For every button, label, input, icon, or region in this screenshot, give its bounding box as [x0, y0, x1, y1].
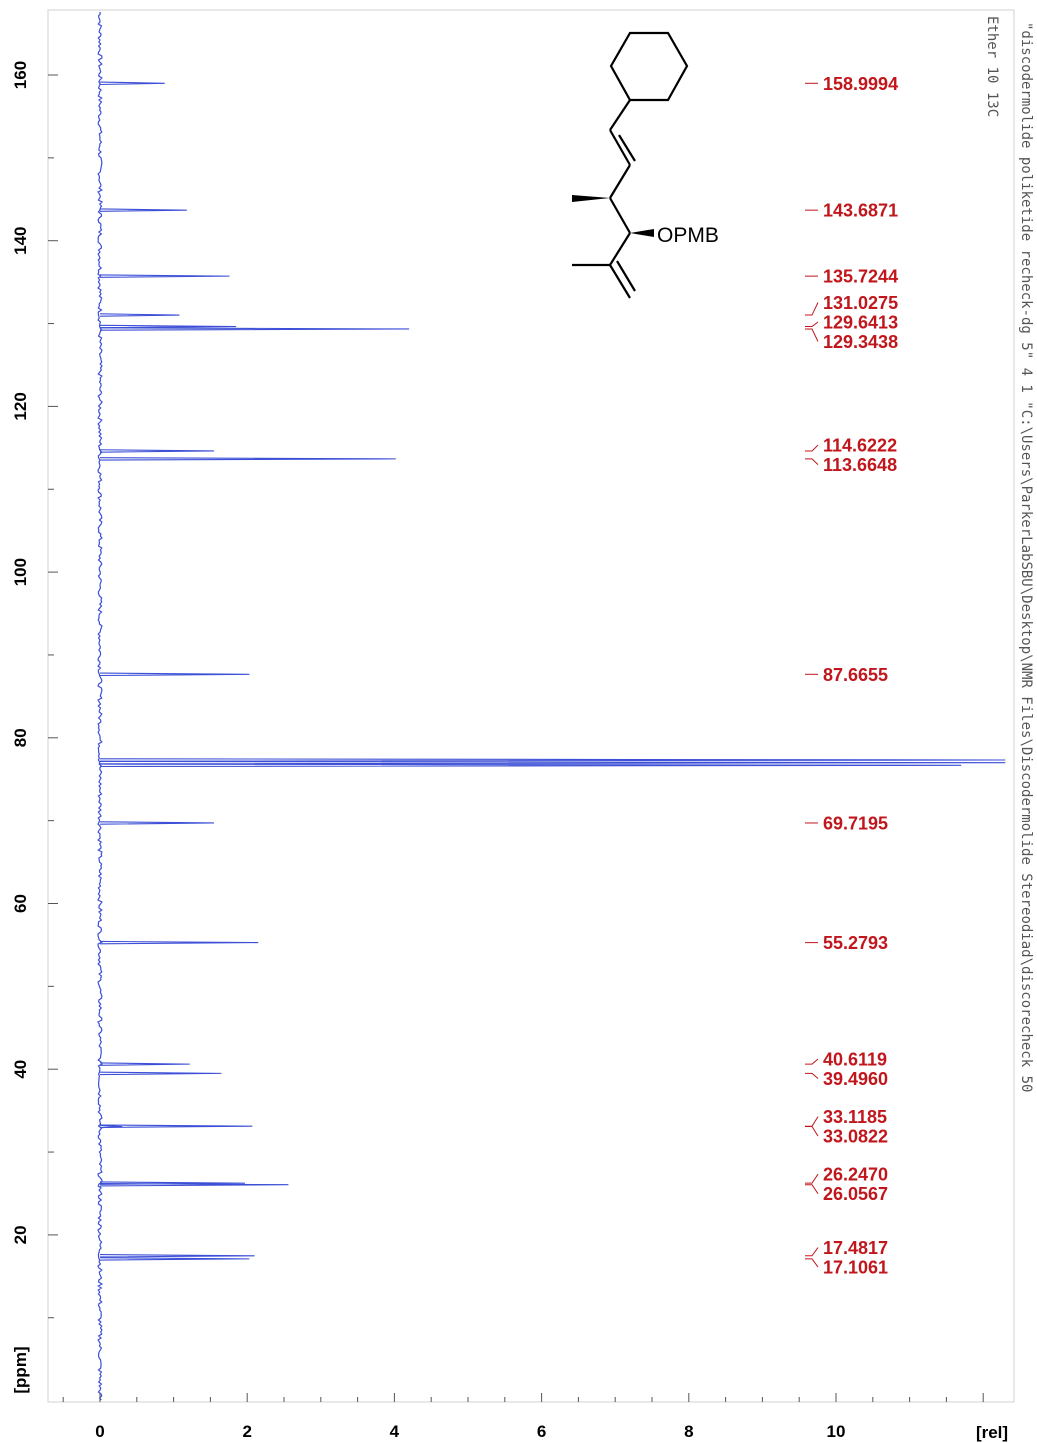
peak-label-leader — [805, 321, 819, 328]
peak-label: 87.6655 — [823, 665, 888, 685]
peak-label: 55.2793 — [823, 933, 888, 953]
spectrum-peak — [99, 1062, 190, 1066]
peak-label: 129.6413 — [823, 313, 898, 333]
peak-label-leader — [805, 1173, 819, 1184]
x-tick-label: 6 — [537, 1422, 546, 1441]
peak-label-leader — [805, 1058, 819, 1065]
peak-label-leader — [805, 1184, 819, 1194]
peak-label: 143.6871 — [823, 201, 898, 221]
peak-label: 33.0822 — [823, 1127, 888, 1147]
peak-label: 26.0567 — [823, 1184, 888, 1204]
alkene-bond-inner — [618, 134, 636, 162]
cyclohexane-ring — [609, 31, 689, 102]
peak-label: 39.4960 — [823, 1069, 888, 1089]
methylene-bond-inner — [616, 260, 636, 292]
peak-label: 135.7244 — [823, 267, 898, 287]
y-axis-label: [ppm] — [11, 1346, 30, 1393]
spectrum-peaks — [99, 81, 1006, 1261]
spectrum-peak — [99, 940, 259, 945]
chain-bond — [609, 164, 631, 199]
peak-label: 17.4817 — [823, 1238, 888, 1258]
intensity-axis: 0 2 4 6 8 10 — [62, 1393, 984, 1441]
y-tick-label: 60 — [11, 894, 30, 913]
peak-label-leader — [805, 458, 819, 466]
x-tick-label: 8 — [684, 1422, 693, 1441]
chain-bond-3 — [609, 232, 631, 266]
spectrum-peak — [99, 1071, 222, 1076]
spectrum-peak — [99, 760, 1006, 765]
peak-label: 40.6119 — [823, 1050, 887, 1070]
opmb-group-label: OPMB — [657, 224, 719, 247]
x-tick-label: 4 — [390, 1422, 400, 1441]
spectrum-peak — [99, 1124, 123, 1129]
y-tick-label: 160 — [11, 61, 30, 89]
y-tick-label: 40 — [11, 1060, 30, 1079]
peak-label: 114.6222 — [823, 436, 897, 456]
spectrum-peak — [99, 1257, 250, 1261]
spectrum-peak — [99, 1124, 253, 1128]
peak-label-leader — [805, 1258, 819, 1268]
spectrum-baseline — [97, 11, 104, 1401]
spectrum-peak — [99, 821, 215, 825]
ppm-axis: 160 140 120 100 80 60 40 20 — [11, 61, 58, 1319]
spectrum-peak — [99, 1254, 255, 1258]
spectrum-peak — [99, 449, 215, 453]
ring-to-alkene-bond — [609, 99, 631, 131]
spectrum-peak — [99, 208, 187, 212]
spectrum-peak — [99, 763, 962, 768]
y-tick-label: 100 — [11, 558, 30, 586]
x-tick-label: 0 — [95, 1422, 104, 1441]
methyl-wedge — [572, 195, 610, 202]
opmb-wedge — [630, 229, 654, 237]
peak-label: 158.9994 — [823, 74, 898, 94]
y-tick-label: 80 — [11, 728, 30, 747]
peak-label-leader — [805, 328, 819, 342]
peak-label-leader — [805, 444, 819, 452]
spectrum-peak — [99, 327, 410, 331]
peak-label: 26.2470 — [823, 1165, 888, 1185]
spectrum-peak — [99, 1182, 289, 1187]
methylene-bond — [609, 264, 631, 299]
x-tick-label: 10 — [827, 1422, 846, 1441]
y-tick-label: 20 — [11, 1225, 30, 1244]
peak-label-leader — [805, 1126, 819, 1137]
peak-label: 69.7195 — [823, 813, 888, 833]
spectrum-peak — [99, 758, 1006, 762]
file-title-text: "discodermolide poliketide recheck-dg 5"… — [1018, 22, 1034, 1092]
alkene-bond — [609, 129, 631, 166]
spectrum-peak — [99, 457, 396, 461]
x-tick-label: 2 — [242, 1422, 251, 1441]
peak-label: 33.1185 — [823, 1107, 887, 1127]
spectrum-peak — [99, 324, 237, 329]
chain-bond-2 — [609, 197, 631, 234]
baseline-noise — [97, 11, 104, 1401]
peak-label: 131.0275 — [823, 293, 898, 313]
peak-labels: 158.9994 143.6871 135.7244 131.0275129.6413… — [805, 74, 898, 1278]
chemical-structure — [572, 31, 689, 299]
peak-label-leader — [805, 1247, 819, 1257]
experiment-subtitle-text: Ether 10 13C — [984, 16, 1000, 117]
y-tick-label: 120 — [11, 392, 30, 420]
x-axis-label: [rel] — [976, 1423, 1008, 1442]
peak-label-leader — [805, 1072, 819, 1079]
peak-label-leader — [805, 302, 819, 316]
y-tick-label: 140 — [11, 227, 30, 255]
spectrum-peak — [99, 313, 180, 317]
peak-label-leader — [805, 1116, 819, 1127]
peak-label: 17.1061 — [823, 1258, 888, 1278]
plot-frame — [47, 9, 1015, 1403]
spectrum-peak — [99, 672, 250, 677]
spectrum-peak — [99, 81, 165, 86]
spectrum-peak — [99, 274, 230, 278]
peak-label: 129.3438 — [823, 332, 898, 352]
peak-label: 113.6648 — [823, 455, 897, 475]
